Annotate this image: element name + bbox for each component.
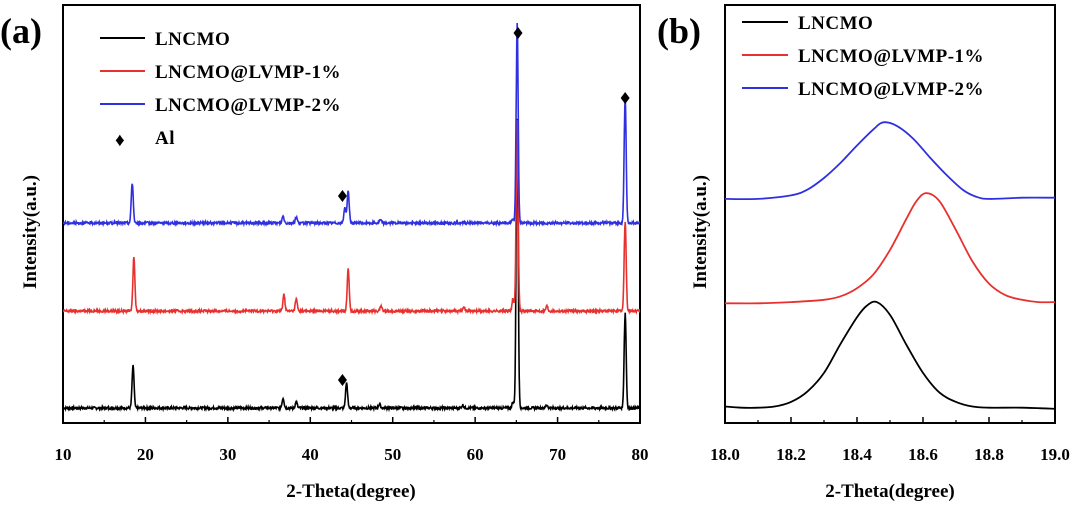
x-tick-label: 60 (467, 445, 484, 464)
legend-diamond-icon: ♦ (115, 130, 125, 151)
x-tick-label: 50 (384, 445, 401, 464)
panel-a-legend: LNCMO LNCMO@LVMP-1% LNCMO@LVMP-2% ♦ Al (100, 29, 341, 151)
legend-label-lvmp-2: LNCMO@LVMP-2% (798, 79, 984, 100)
al-diamond-icon (620, 92, 630, 104)
x-tick-label: 80 (632, 445, 649, 464)
x-tick-label: 30 (219, 445, 236, 464)
x-tick-label: 40 (302, 445, 319, 464)
panel-a-x-axis-title: 2-Theta(degree) (286, 481, 415, 502)
x-tick-label: 19.0 (1040, 445, 1070, 464)
trace-lncmo-lvmp-1 (724, 192, 1056, 305)
trace-lncmo-lvmp-2 (63, 22, 640, 228)
trace-lncmo-lvmp-2 (724, 121, 1056, 201)
trace-lncmo (724, 300, 1056, 410)
legend-label-lvmp-2: LNCMO@LVMP-2% (155, 95, 341, 116)
x-tick-label: 18.6 (908, 445, 938, 464)
panel-b-xrd-zoom: (b) 18.0 18.2 18.4 18.6 18.8 19.0 LNCMO LNCMO… (657, 4, 1070, 502)
legend-label-lvmp-1: LNCMO@LVMP-1% (798, 46, 984, 67)
x-tick-label: 70 (549, 445, 566, 464)
panel-b-label: (b) (657, 11, 701, 51)
panel-a-y-axis-title: Intensity(a.u.) (20, 175, 41, 289)
panel-b-traces (724, 121, 1056, 410)
trace-lncmo (63, 118, 640, 413)
panel-a-traces (63, 22, 640, 413)
x-tick-label: 10 (55, 445, 72, 464)
legend-label-lncmo: LNCMO (798, 13, 873, 34)
panel-b-x-axis: 18.0 18.2 18.4 18.6 18.8 19.0 (710, 417, 1070, 464)
x-tick-label: 18.2 (776, 445, 806, 464)
trace-lncmo-lvmp-1 (63, 120, 640, 316)
panel-b-y-axis-title: Intensity(a.u.) (690, 175, 711, 289)
legend-label-al: Al (155, 128, 175, 149)
x-tick-label: 18.4 (842, 445, 872, 464)
panel-a-xrd-full-range: (a) 10 20 30 40 50 60 70 80 LNCMO LNCMO@LVMP-1%… (0, 4, 649, 502)
panel-b-frame (724, 4, 1056, 424)
panel-a-frame (62, 4, 641, 424)
panel-a-label: (a) (0, 11, 42, 51)
panel-b-x-axis-title: 2-Theta(degree) (825, 481, 954, 502)
legend-label-lncmo: LNCMO (155, 29, 230, 50)
al-diamond-icon (513, 27, 523, 39)
x-tick-label: 18.8 (974, 445, 1004, 464)
legend-label-lvmp-1: LNCMO@LVMP-1% (155, 62, 341, 83)
al-diamond-icon (337, 190, 347, 202)
x-tick-label: 18.0 (710, 445, 740, 464)
al-diamond-icon (337, 374, 347, 386)
panel-b-legend: LNCMO LNCMO@LVMP-1% LNCMO@LVMP-2% (742, 13, 984, 100)
x-tick-label: 20 (137, 445, 154, 464)
panel-a-al-markers (337, 27, 630, 386)
panel-a-x-axis: 10 20 30 40 50 60 70 80 (55, 417, 649, 464)
